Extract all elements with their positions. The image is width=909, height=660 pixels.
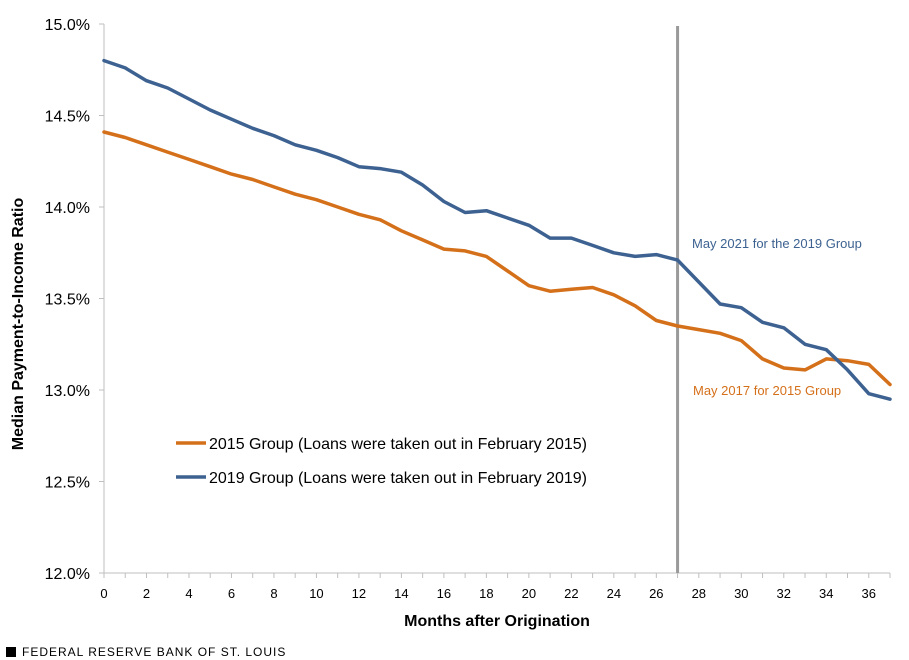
y-tick-label: 14.5% bbox=[45, 109, 90, 126]
x-tick-label: 0 bbox=[100, 586, 107, 601]
x-tick-label: 34 bbox=[819, 586, 833, 601]
x-tick-label: 6 bbox=[228, 586, 235, 601]
x-tick-label: 32 bbox=[777, 586, 791, 601]
x-tick-label: 26 bbox=[649, 586, 663, 601]
y-tick-label: 13.5% bbox=[45, 292, 90, 309]
x-tick-label: 22 bbox=[564, 586, 578, 601]
x-tick-label: 36 bbox=[862, 586, 876, 601]
x-tick-label: 4 bbox=[185, 586, 192, 601]
series-line-2019-group bbox=[102, 58, 892, 401]
x-tick-label: 10 bbox=[309, 586, 323, 601]
x-tick-label: 18 bbox=[479, 586, 493, 601]
footer-source-text: FEDERAL RESERVE BANK OF ST. LOUIS bbox=[22, 645, 287, 659]
x-tick-label: 14 bbox=[394, 586, 408, 601]
footer-source: FEDERAL RESERVE BANK OF ST. LOUIS bbox=[6, 645, 286, 659]
annotation-2015-group: May 2017 for 2015 Group bbox=[693, 383, 841, 398]
y-axis: 12.0% 12.5% 13.0% 13.5% 14.0% 14.5% 15.0% bbox=[45, 17, 105, 583]
y-tick-label: 12.5% bbox=[45, 475, 90, 492]
x-axis: 0 2 4 6 8 10 12 14 16 18 20 22 24 26 28 30 32 34 36 bbox=[100, 572, 891, 601]
y-tick-label: 15.0% bbox=[45, 17, 90, 34]
annotations: May 2021 for the 2019 Group May 2017 for … bbox=[692, 236, 862, 398]
y-tick-label: 14.0% bbox=[45, 200, 90, 217]
x-tick-label: 24 bbox=[607, 586, 621, 601]
footer-square-icon bbox=[6, 647, 16, 657]
x-tick-label: 12 bbox=[352, 586, 366, 601]
x-tick-label: 28 bbox=[692, 586, 706, 601]
x-axis-title: Months after Origination bbox=[404, 613, 590, 630]
legend: 2015 Group (Loans were taken out in Febr… bbox=[176, 436, 587, 487]
x-tick-label: 30 bbox=[734, 586, 748, 601]
y-tick-label: 12.0% bbox=[45, 566, 90, 583]
x-tick-label: 8 bbox=[270, 586, 277, 601]
legend-label: 2015 Group (Loans were taken out in Febr… bbox=[209, 436, 587, 453]
y-tick-label: 13.0% bbox=[45, 383, 90, 400]
x-tick-label: 20 bbox=[522, 586, 536, 601]
series-lines bbox=[102, 58, 892, 401]
x-tick-label: 2 bbox=[143, 586, 150, 601]
y-axis-title: Median Payment-to-Income Ratio bbox=[10, 198, 27, 451]
series-line-2015-group bbox=[102, 130, 892, 387]
x-tick-label: 16 bbox=[437, 586, 451, 601]
annotation-2019-group: May 2021 for the 2019 Group bbox=[692, 236, 862, 251]
legend-label: 2019 Group (Loans were taken out in Febr… bbox=[209, 470, 587, 487]
